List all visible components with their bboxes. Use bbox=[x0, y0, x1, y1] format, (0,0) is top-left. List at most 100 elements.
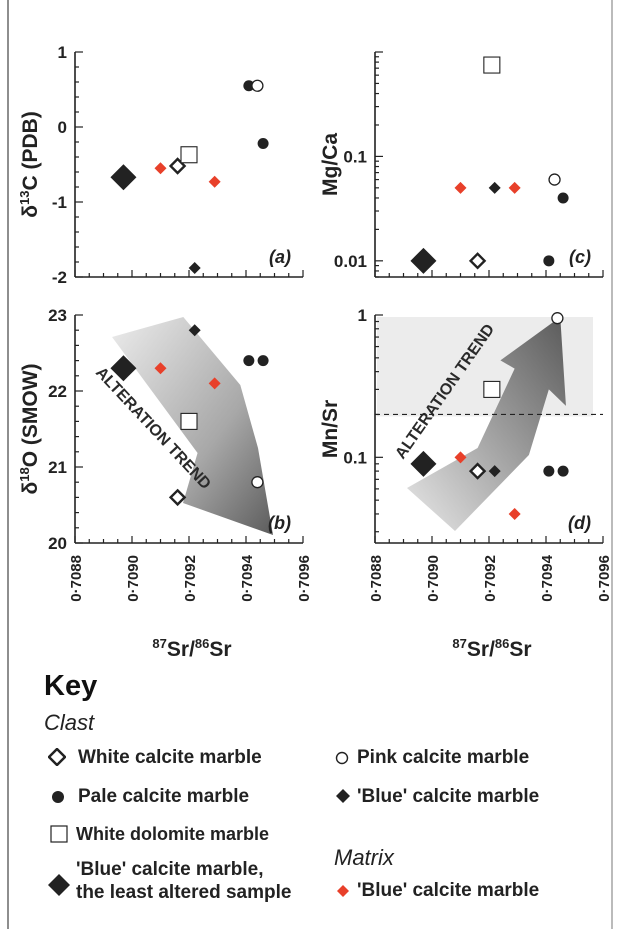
y-tick-label: 20 bbox=[48, 534, 67, 553]
key-white-dolomite: White dolomite marble bbox=[76, 824, 270, 844]
x-axis-label-part: 87 bbox=[152, 636, 166, 651]
y-axis-label: δ13C (PDB) bbox=[17, 111, 42, 218]
point-blue_calcite bbox=[188, 262, 201, 274]
x-axis-label-part: Sr bbox=[209, 638, 231, 661]
pale-calcite-symbol bbox=[52, 791, 64, 803]
key-blue-calcite: 'Blue' calcite marble bbox=[357, 786, 540, 807]
x-tick-label: 0·7096 bbox=[596, 555, 613, 602]
point-blue_calcite bbox=[488, 465, 501, 478]
y-tick-label: 1 bbox=[58, 43, 67, 62]
panel-label: (d) bbox=[568, 513, 591, 533]
x-axis-label: 87Sr/86Sr bbox=[152, 636, 231, 661]
y-axis-label-part: 13 bbox=[17, 191, 32, 205]
y-axis-label-part: O (SMOW) bbox=[19, 363, 42, 467]
panel-a: 1 0 -1 -2 δ13C (PDB) (a) bbox=[17, 43, 304, 287]
y-tick-label: 23 bbox=[48, 306, 67, 325]
x-axis-label-part: Sr bbox=[509, 638, 531, 661]
pink-calcite-symbol bbox=[335, 751, 349, 765]
point-matrix_blue bbox=[508, 507, 521, 520]
panel-label: (b) bbox=[268, 513, 291, 533]
y-axis-label: Mn/Sr bbox=[319, 400, 342, 458]
key-clast-label: Clast bbox=[44, 710, 95, 735]
key-matrix-label: Matrix bbox=[334, 845, 394, 870]
point-blue_calcite bbox=[188, 324, 201, 337]
x-axis-label-part: Sr/ bbox=[167, 638, 195, 661]
point-matrix_blue bbox=[208, 175, 221, 188]
point-blue_least bbox=[110, 355, 137, 382]
point-white_dolomite bbox=[180, 412, 198, 430]
point-blue_least bbox=[110, 164, 137, 191]
y-tick-label: 0.01 bbox=[334, 252, 367, 271]
alteration-trend-arrow bbox=[407, 317, 566, 531]
blue-calcite-symbol bbox=[336, 789, 350, 803]
blue-least-altered-symbol bbox=[48, 874, 70, 896]
point-matrix_blue bbox=[508, 181, 521, 194]
y-tick-label: -1 bbox=[52, 193, 67, 212]
point-pale_calcite bbox=[243, 355, 255, 367]
x-axis-label-part: 87 bbox=[452, 636, 466, 651]
key-white-calcite: White calcite marble bbox=[78, 747, 262, 768]
white-calcite-symbol bbox=[48, 748, 66, 766]
x-axis-label-part: Sr/ bbox=[467, 638, 495, 661]
key-blue-least-line2: the least altered sample bbox=[76, 882, 292, 903]
x-tick-label: 0·7092 bbox=[182, 555, 199, 602]
x-tick-label: 0·7090 bbox=[125, 555, 142, 602]
y-tick-label: 21 bbox=[48, 458, 67, 477]
point-white_dolomite bbox=[180, 146, 198, 164]
x-axis-label: 87Sr/86Sr bbox=[452, 636, 531, 661]
point-matrix_blue bbox=[154, 162, 167, 175]
x-axis-label-part: 86 bbox=[195, 636, 209, 651]
panel-label: (a) bbox=[269, 247, 291, 267]
panel-label: (c) bbox=[569, 247, 591, 267]
point-white_dolomite bbox=[483, 56, 501, 74]
key-pale-calcite: Pale calcite marble bbox=[78, 786, 250, 807]
y-axis-label-part: δ bbox=[19, 205, 42, 218]
key-pink-calcite: Pink calcite marble bbox=[357, 747, 530, 768]
point-pink_calcite bbox=[251, 476, 264, 489]
point-matrix_blue bbox=[454, 181, 467, 194]
point-pale_calcite bbox=[543, 465, 555, 477]
point-blue_least bbox=[410, 450, 437, 477]
point-pale_calcite bbox=[543, 255, 555, 267]
x-tick-label: 0·7092 bbox=[482, 555, 499, 602]
point-pale_calcite bbox=[557, 192, 569, 204]
point-pink_calcite bbox=[251, 79, 264, 92]
y-axis-label-part: 18 bbox=[17, 467, 32, 481]
y-tick-label: 0 bbox=[58, 118, 67, 137]
point-pale_calcite bbox=[257, 355, 269, 367]
key-blue-least-line1: 'Blue' calcite marble, bbox=[76, 859, 264, 880]
y-tick-label: -2 bbox=[52, 268, 67, 287]
point-matrix_blue bbox=[154, 362, 167, 375]
x-tick-label: 0·7088 bbox=[68, 555, 85, 602]
point-pink_calcite bbox=[548, 173, 561, 186]
matrix-blue-symbol bbox=[337, 885, 349, 897]
y-axis-label-part: C (PDB) bbox=[19, 111, 42, 190]
point-pink_calcite bbox=[551, 312, 564, 325]
key-matrix-blue: 'Blue' calcite marble bbox=[357, 880, 540, 901]
y-axis-label: δ18O (SMOW) bbox=[17, 363, 42, 494]
point-blue_calcite bbox=[488, 181, 501, 194]
y-axis-label-part: δ bbox=[19, 482, 42, 495]
x-tick-label: 0·7094 bbox=[239, 554, 256, 601]
x-tick-label: 0·7088 bbox=[368, 555, 385, 602]
y-tick-label: 22 bbox=[48, 382, 67, 401]
panel-c: 0.1 0.01 Mg/Ca (c) bbox=[319, 51, 604, 278]
point-matrix_blue bbox=[454, 451, 467, 464]
x-tick-label: 0·7094 bbox=[539, 554, 556, 601]
white-dolomite-symbol bbox=[50, 825, 68, 843]
key-title: Key bbox=[44, 670, 98, 702]
x-tick-label: 0·7090 bbox=[425, 555, 442, 602]
point-white_calcite bbox=[468, 252, 487, 270]
y-tick-label: 1 bbox=[358, 306, 367, 325]
y-tick-label: 0.1 bbox=[343, 147, 367, 166]
y-axis-label: Mg/Ca bbox=[319, 133, 342, 196]
point-pale_calcite bbox=[257, 138, 269, 149]
point-white_dolomite bbox=[483, 380, 501, 398]
point-white_calcite bbox=[468, 462, 487, 480]
point-pale_calcite bbox=[557, 465, 569, 477]
point-matrix_blue bbox=[208, 377, 221, 390]
x-tick-label: 0·7096 bbox=[296, 555, 313, 602]
